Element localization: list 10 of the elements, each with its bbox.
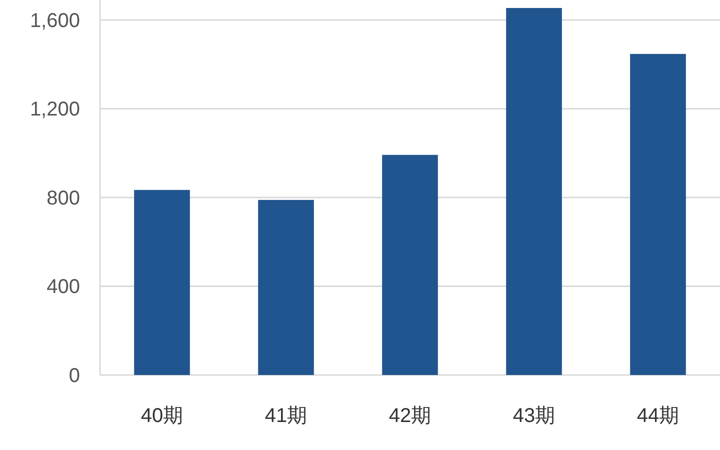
- x-tick-label: 43期: [512, 405, 556, 427]
- y-tick-label: 1,600: [30, 10, 80, 32]
- y-tick-label: 400: [46, 276, 80, 298]
- x-tick-label: 40期: [140, 405, 184, 427]
- x-tick-label: 42期: [388, 405, 432, 427]
- y-tick-label: 0: [68, 365, 80, 387]
- y-tick-label: 800: [46, 187, 80, 210]
- x-tick-label: 41期: [264, 405, 308, 427]
- x-tick-label: 44期: [636, 405, 680, 427]
- y-tick-label: 1,200: [30, 98, 80, 121]
